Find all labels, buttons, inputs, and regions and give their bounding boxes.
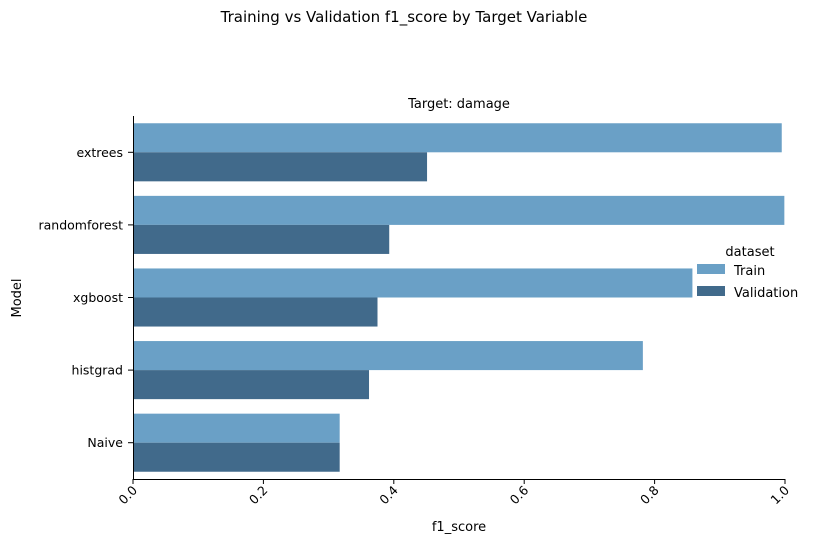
x-tick-label: 0.4 [376, 482, 401, 507]
y-ticks: extrees randomforest xgboost histgrad Naive [39, 145, 133, 450]
legend-swatch-train [697, 264, 725, 274]
bar-validation-randomforest [133, 224, 390, 254]
facet-title: Target: damage [407, 97, 510, 112]
bar-validation-histgrad [133, 370, 370, 400]
bar-train-histgrad [133, 341, 643, 371]
bars-group [133, 123, 785, 472]
x-tick-label: 0.8 [637, 482, 662, 507]
legend-label-validation: Validation [734, 286, 798, 301]
bar-train-randomforest [133, 195, 785, 225]
x-axis-label: f1_score [432, 520, 486, 535]
bar-train-naive [133, 413, 340, 443]
bar-validation-naive [133, 442, 340, 472]
bar-train-extrees [133, 123, 782, 153]
x-tick-label: 0.6 [507, 482, 532, 507]
x-tick-label: 0.0 [115, 482, 140, 507]
y-tick-label: xgboost [73, 290, 123, 305]
legend-title: dataset [725, 245, 774, 260]
x-tick-label: 1.0 [767, 482, 792, 507]
legend: dataset Train Validation [697, 245, 798, 301]
y-tick-label: Naive [87, 435, 123, 450]
y-tick-label: extrees [76, 145, 123, 160]
legend-label-train: Train [733, 264, 765, 279]
x-tick-label: 0.2 [246, 483, 271, 508]
bar-validation-extrees [133, 152, 428, 182]
y-tick-label: randomforest [39, 217, 124, 232]
bar-validation-xgboost [133, 297, 378, 327]
bar-train-xgboost [133, 268, 693, 298]
chart-title: Training vs Validation f1_score by Targe… [220, 8, 588, 27]
y-axis-label: Model [10, 278, 25, 317]
x-ticks: 0.0 0.2 0.4 0.6 0.8 1.0 [115, 479, 792, 507]
legend-swatch-validation [697, 286, 725, 296]
y-tick-label: histgrad [72, 363, 123, 378]
